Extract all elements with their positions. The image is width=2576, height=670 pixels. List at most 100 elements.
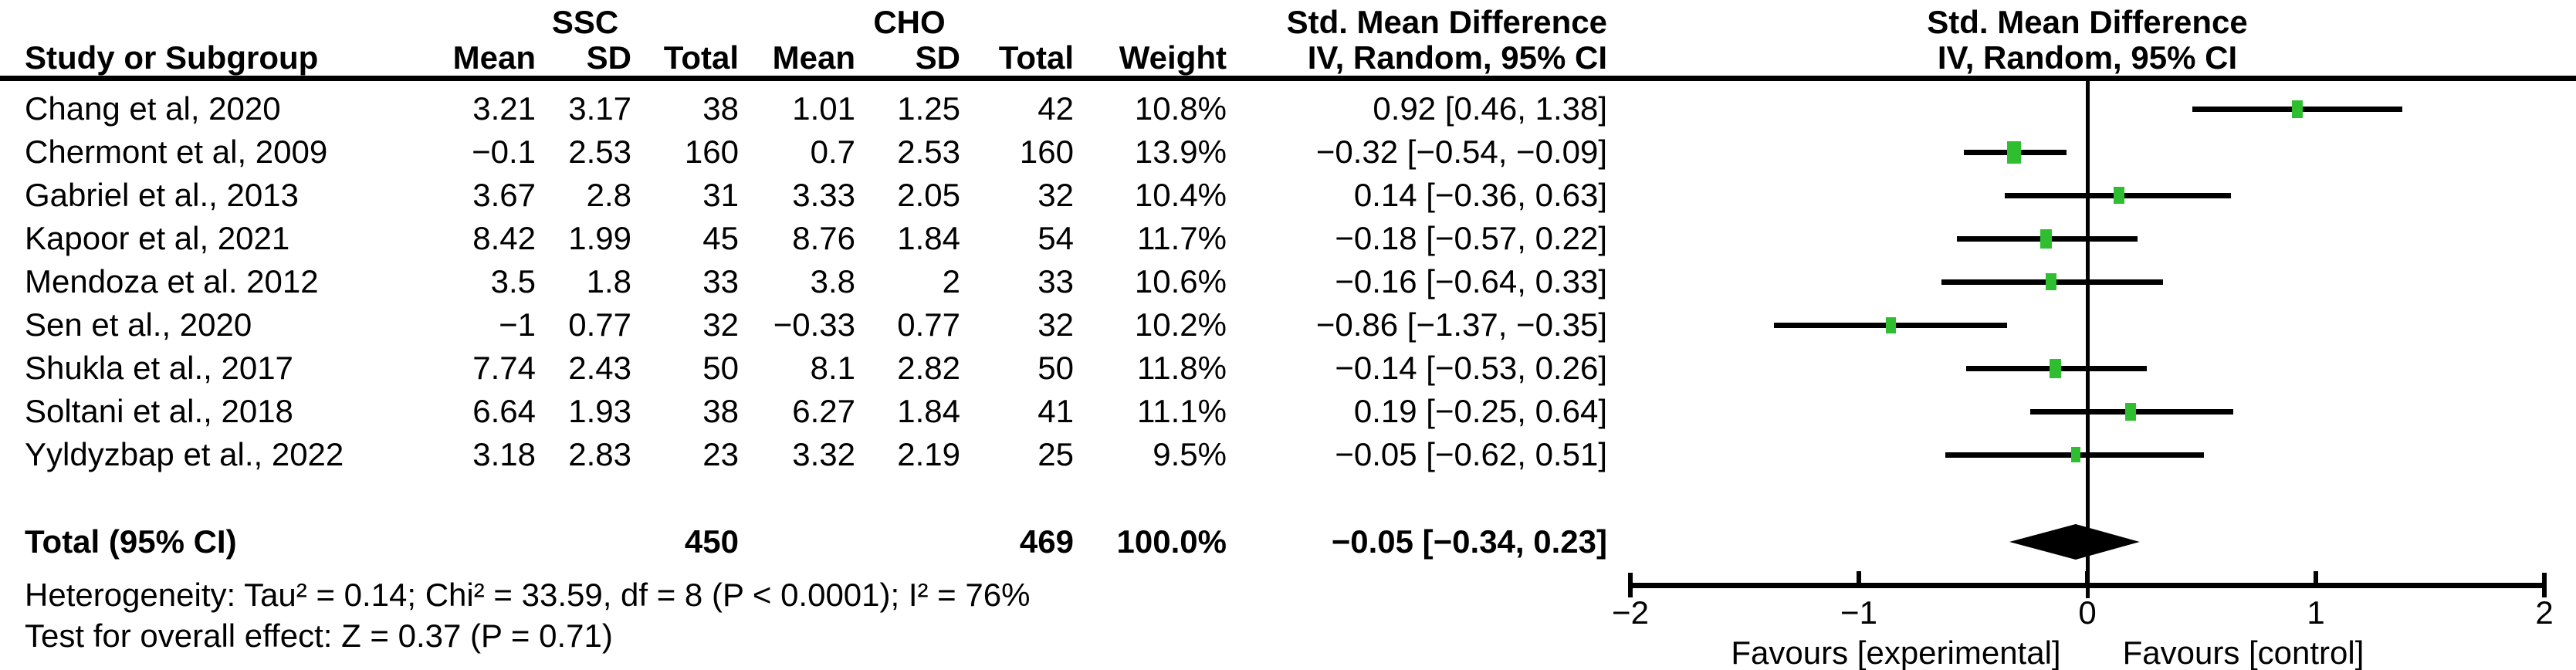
effect-marker: [2114, 187, 2125, 204]
axis-tick: [2085, 571, 2090, 585]
favours-left-label: Favours [experimental]: [1731, 634, 2061, 670]
group2-total: 32: [1038, 177, 1074, 213]
study-weight: 10.4%: [1134, 177, 1227, 213]
effect-marker: [2292, 100, 2304, 118]
effect-marker: [1885, 316, 1896, 333]
effect-marker: [2071, 447, 2081, 462]
group2-sd: 2.05: [897, 177, 960, 213]
study-weight: 11.7%: [1137, 220, 1227, 256]
group1-sd: 1.99: [568, 220, 631, 256]
group1-sd: 2.83: [568, 436, 631, 472]
group2-mean: 6.27: [792, 393, 855, 429]
heterogeneity-stats: Heterogeneity: Tau² = 0.14; Chi² = 33.59…: [25, 577, 1031, 613]
axis-tick: [2314, 571, 2318, 585]
x-axis-line: [1630, 583, 2544, 588]
study-row: Shukla et al., 2017 7.74 2.43 50 8.1 2.82 50 11…: [0, 347, 2576, 390]
group2-sd: 1.84: [897, 393, 960, 429]
group2-total: 54: [1038, 220, 1074, 256]
study-name: Gabriel et al., 2013: [25, 177, 299, 213]
study-weight: 10.2%: [1134, 306, 1227, 343]
study-row: Mendoza et al. 2012 3.5 1.8 33 3.8 2 33 10.6% −0…: [0, 260, 2576, 303]
group1-total: 45: [702, 220, 739, 256]
axis-tick: [1857, 571, 1861, 585]
axis-tick-label: 0: [2078, 594, 2097, 631]
study-name: Chermont et al, 2009: [25, 134, 328, 170]
total-label: Total (95% CI): [25, 523, 237, 560]
column-header-weight: Weight: [1119, 39, 1227, 76]
column-header-mean1: Mean: [452, 39, 536, 76]
group1-total: 33: [702, 263, 739, 299]
study-weight: 9.5%: [1153, 436, 1227, 472]
study-name: Shukla et al., 2017: [25, 350, 293, 386]
group2-sd: 2.82: [897, 350, 960, 386]
effect-marker: [2007, 140, 2022, 164]
group1-mean: 3.18: [472, 436, 536, 472]
group2-mean: 8.76: [792, 220, 855, 256]
plot-title: Std. Mean Difference: [1927, 4, 2248, 40]
group1-sd: 1.8: [586, 263, 631, 299]
effect-marker: [2045, 273, 2056, 290]
study-name: Sen et al., 2020: [25, 306, 252, 343]
column-header-total1: Total: [663, 39, 739, 76]
group1-mean: −0.1: [472, 134, 536, 170]
group2-total: 50: [1038, 350, 1074, 386]
study-name: Yyldyzbap et al., 2022: [25, 436, 344, 472]
study-row: Chermont et al, 2009 −0.1 2.53 160 0.7 2.53 16…: [0, 130, 2576, 174]
study-ci-text: −0.32 [−0.54, −0.09]: [1315, 134, 1607, 170]
group2-sd: 2: [942, 263, 960, 299]
group2-mean: 3.8: [810, 263, 855, 299]
group1-mean: 8.42: [472, 220, 536, 256]
group1-mean: 3.67: [472, 177, 536, 213]
group2-total: 42: [1038, 90, 1074, 127]
group1-sd: 2.43: [568, 350, 631, 386]
axis-tick: [1628, 573, 1633, 597]
column-header-total2: Total: [998, 39, 1074, 76]
total-weight: 100.0%: [1116, 523, 1227, 560]
group2-total: 160: [1019, 134, 1074, 170]
column-header-sd2: SD: [915, 39, 960, 76]
group1-total: 38: [702, 393, 739, 429]
total-ci-text: −0.05 [−0.34, 0.23]: [1331, 523, 1607, 560]
group1-mean: 6.64: [472, 393, 536, 429]
group1-total: 160: [684, 134, 739, 170]
header-rule: [0, 76, 2576, 81]
study-weight: 11.1%: [1137, 393, 1227, 429]
group1-sd: 2.53: [568, 134, 631, 170]
study-weight: 13.9%: [1134, 134, 1227, 170]
group1-total: 32: [702, 306, 739, 343]
study-row: Soltani et al., 2018 6.64 1.93 38 6.27 1.84 41…: [0, 390, 2576, 433]
group1-sd: 2.8: [586, 177, 631, 213]
group2-header: CHO: [873, 4, 946, 40]
group2-total: 32: [1038, 306, 1074, 343]
group1-sd: 0.77: [568, 306, 631, 343]
study-row: Yyldyzbap et al., 2022 3.18 2.83 23 3.32 2.19…: [0, 433, 2576, 476]
group2-sd: 2.19: [897, 436, 960, 472]
favours-right-label: Favours [control]: [2122, 634, 2364, 670]
group2-sd: 2.53: [897, 134, 960, 170]
group1-sd: 1.93: [568, 393, 631, 429]
study-row: Gabriel et al., 2013 3.67 2.8 31 3.33 2.05 32 1…: [0, 174, 2576, 217]
study-weight: 11.8%: [1137, 350, 1227, 386]
total-n-group1: 450: [684, 523, 739, 560]
group2-sd: 1.25: [897, 90, 960, 127]
effect-marker: [2125, 402, 2137, 421]
group2-sd: 0.77: [897, 306, 960, 343]
axis-tick-label: −1: [1840, 594, 1877, 631]
group2-total: 33: [1038, 263, 1074, 299]
study-row: Chang et al, 2020 3.21 3.17 38 1.01 1.25 42 10.…: [0, 87, 2576, 130]
axis-tick-label: −2: [1612, 594, 1649, 631]
column-header-sd1: SD: [586, 39, 631, 76]
study-ci-text: −0.16 [−0.64, 0.33]: [1335, 263, 1607, 299]
group1-mean: 3.5: [490, 263, 536, 299]
study-weight: 10.6%: [1134, 263, 1227, 299]
group2-total: 41: [1038, 393, 1074, 429]
group2-mean: 3.33: [792, 177, 855, 213]
group2-mean: 8.1: [810, 350, 855, 386]
plot-subtitle: IV, Random, 95% CI: [1937, 39, 2238, 76]
group1-mean: −1: [499, 306, 536, 343]
group2-sd: 1.84: [897, 220, 960, 256]
study-weight: 10.8%: [1134, 90, 1227, 127]
axis-tick: [2542, 573, 2547, 597]
study-name: Soltani et al., 2018: [25, 393, 293, 429]
zero-line: [2086, 81, 2090, 598]
